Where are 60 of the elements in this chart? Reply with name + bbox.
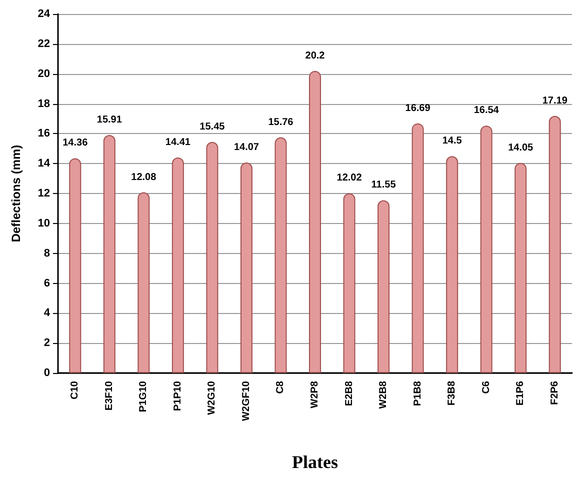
x-tick-label: P1B8 bbox=[412, 380, 424, 406]
bar bbox=[514, 162, 527, 373]
data-label: 15.91 bbox=[96, 114, 122, 126]
x-tick-label: F2P6 bbox=[549, 380, 560, 405]
data-label: 14.07 bbox=[234, 142, 260, 154]
data-label: 15.45 bbox=[200, 121, 226, 132]
bar bbox=[206, 142, 218, 373]
y-tick-label: 24 bbox=[38, 8, 51, 20]
data-label: 14.36 bbox=[62, 138, 88, 149]
bar bbox=[138, 192, 150, 373]
bar bbox=[309, 70, 321, 373]
x-axis-title: Plates bbox=[292, 452, 338, 472]
x-tick-label: W2GF10 bbox=[240, 380, 252, 422]
x-tick-label: C6 bbox=[480, 380, 492, 394]
y-tick-label: 18 bbox=[38, 98, 50, 110]
y-tick-label: 14 bbox=[38, 158, 51, 170]
x-tick-label: P1G10 bbox=[138, 380, 150, 412]
bar bbox=[69, 158, 82, 373]
bar bbox=[412, 123, 424, 373]
bar bbox=[480, 126, 492, 373]
y-tick-label: 10 bbox=[38, 217, 50, 230]
data-label: 11.55 bbox=[371, 180, 396, 191]
data-label: 16.69 bbox=[405, 102, 431, 114]
y-tick-label: 0 bbox=[44, 367, 50, 379]
bar bbox=[103, 135, 116, 373]
data-label: 14.41 bbox=[165, 136, 191, 148]
x-tick-label: W2P8 bbox=[310, 380, 320, 408]
x-tick-label: E2B8 bbox=[344, 380, 355, 406]
y-tick-label: 22 bbox=[38, 38, 50, 50]
y-axis-title: Deflections (mm) bbox=[9, 144, 23, 242]
y-tick-label: 20 bbox=[38, 68, 50, 80]
x-tick-label: C8 bbox=[275, 380, 286, 394]
y-tick-label: 16 bbox=[38, 128, 50, 140]
data-label: 17.19 bbox=[542, 95, 568, 106]
data-label: 12.08 bbox=[131, 172, 157, 183]
data-label: 16.54 bbox=[474, 105, 500, 116]
bar bbox=[172, 157, 184, 373]
x-tick-label: C10 bbox=[70, 380, 81, 400]
y-tick-label: 2 bbox=[44, 337, 50, 350]
x-tick-label: P1P10 bbox=[172, 380, 184, 412]
y-tick-label: 4 bbox=[44, 307, 51, 320]
bar bbox=[343, 193, 356, 373]
y-tick-label: 12 bbox=[38, 188, 50, 200]
x-tick-label: W2B8 bbox=[378, 380, 390, 409]
bar bbox=[274, 137, 287, 373]
data-label: 14.05 bbox=[508, 142, 534, 154]
x-tick-label: F3B8 bbox=[446, 380, 458, 406]
data-label: 20.2 bbox=[305, 50, 326, 62]
x-tick-label: E1P6 bbox=[515, 380, 526, 406]
bar bbox=[548, 116, 561, 373]
x-tick-label: E3F10 bbox=[104, 380, 115, 410]
data-label: 14.5 bbox=[442, 136, 462, 147]
bar bbox=[446, 156, 458, 373]
data-label: 15.76 bbox=[268, 116, 294, 128]
x-tick-label: W2G10 bbox=[206, 380, 218, 415]
bar bbox=[378, 200, 390, 373]
y-tick-label: 8 bbox=[44, 247, 50, 260]
data-label: 12.02 bbox=[336, 172, 362, 184]
bar bbox=[240, 162, 252, 373]
y-tick-label: 6 bbox=[44, 277, 50, 290]
